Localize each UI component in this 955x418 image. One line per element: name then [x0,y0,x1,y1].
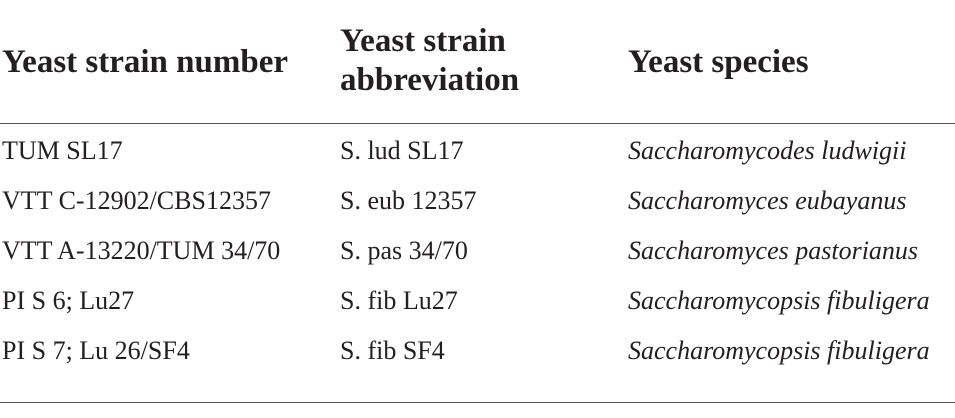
cell: TUM SL17 [2,136,123,165]
cell: VTT A-13220/TUM 34/70 [2,236,281,265]
cell: PI S 7; Lu 26/SF4 [2,336,190,365]
cell: Saccharomycopsis fibuligera [628,286,930,315]
cell: Saccharomycopsis fibuligera [628,336,930,365]
cell: Saccharomyces eubayanus [628,186,907,215]
header-cell: Yeast strain number [2,44,288,80]
cell: S. lud SL17 [340,136,464,165]
rule [0,123,955,124]
cell: Saccharomyces pastorianus [628,236,919,265]
cell: S. eub 12357 [340,186,477,215]
cell: VTT C-12902/CBS12357 [2,186,271,215]
cell: Saccharomycodes ludwigii [628,136,907,165]
rule [0,402,955,403]
cell: S. pas 34/70 [340,236,468,265]
header-cell: Yeast species [628,44,809,80]
cell: S. fib Lu27 [340,286,458,315]
cell: S. fib SF4 [340,336,445,365]
cell: PI S 6; Lu27 [2,286,135,315]
header-cell: Yeast strain abbreviation [340,23,520,98]
